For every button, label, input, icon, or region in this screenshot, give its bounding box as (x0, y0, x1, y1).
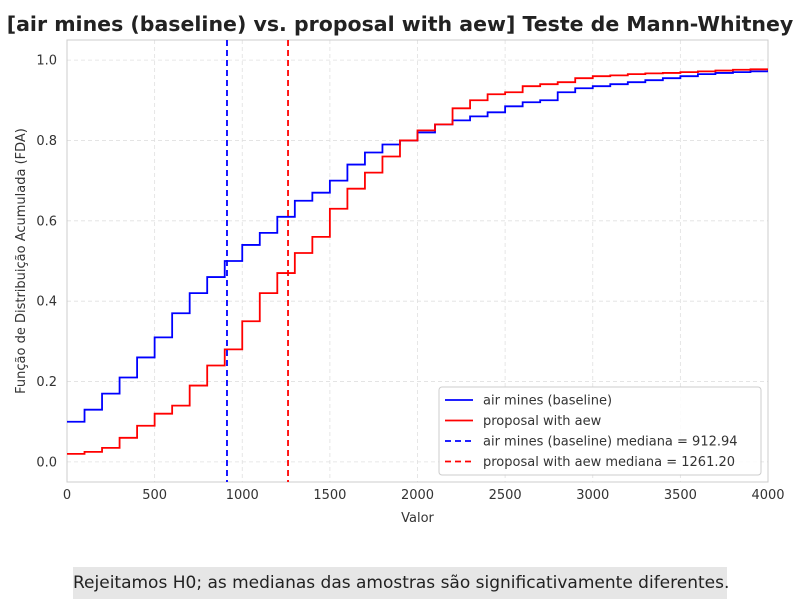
legend-label: proposal with aew (483, 414, 602, 429)
y-tick-label: 0.2 (36, 375, 57, 390)
legend-label: air mines (baseline) (483, 394, 612, 409)
y-tick-label: 1.0 (36, 54, 57, 69)
x-tick-label: 1500 (313, 488, 346, 503)
x-tick-label: 0 (63, 488, 71, 503)
y-tick-label: 0.0 (36, 455, 57, 470)
y-tick-label: 0.8 (36, 134, 57, 149)
cdf-line-proposal (67, 68, 768, 455)
plot-frame (66, 39, 769, 483)
x-tick-label: 2500 (489, 488, 522, 503)
series-group (67, 68, 768, 455)
chart-title: [air mines (baseline) vs. proposal with … (7, 12, 794, 36)
conclusion-note: Rejeitamos H0; as medianas das amostras … (73, 567, 729, 599)
x-tick-label: 1000 (226, 488, 259, 503)
x-tick-label: 2000 (401, 488, 434, 503)
y-axis-label: Função de Distribuição Acumulada (FDA) (14, 128, 29, 394)
y-tick-label: 0.6 (36, 214, 57, 229)
legend-label: air mines (baseline) mediana = 912.94 (483, 435, 738, 450)
x-tick-label: 4000 (751, 488, 784, 503)
legend-label: proposal with aew mediana = 1261.20 (483, 455, 735, 470)
x-tick-label: 3500 (664, 488, 697, 503)
x-tick-label: 500 (142, 488, 167, 503)
x-axis-label: Valor (401, 511, 434, 526)
legend-box (438, 386, 762, 476)
y-tick-label: 0.4 (36, 295, 57, 310)
legend: air mines (baseline) proposal with aew air… (438, 386, 762, 476)
x-tick-label: 3000 (576, 488, 609, 503)
